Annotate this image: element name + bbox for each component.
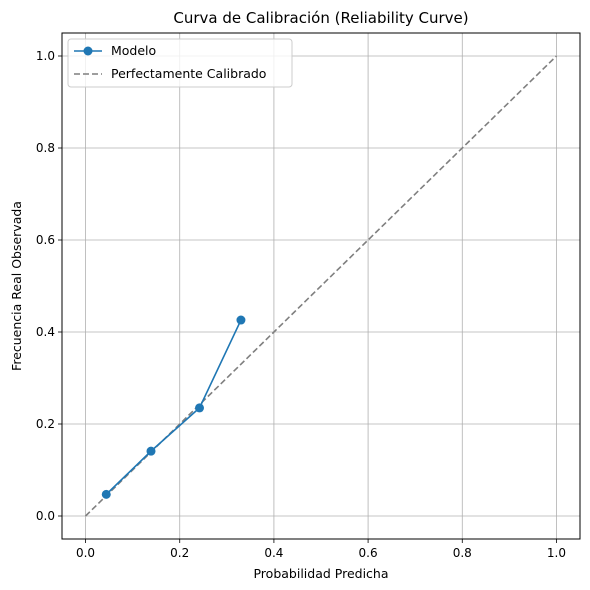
- x-tick-label: 0.0: [76, 546, 95, 560]
- legend: Modelo Perfectamente Calibrado: [67, 38, 293, 88]
- legend-modelo-marker: [83, 46, 93, 56]
- legend-calibrado-label: Perfectamente Calibrado: [111, 66, 266, 81]
- series-point: [236, 315, 246, 325]
- y-tick-label: 0.2: [36, 417, 55, 431]
- series-point: [195, 403, 205, 413]
- y-tick-label: 0.8: [36, 141, 55, 155]
- y-axis-ticks: 0.0 0.2 0.4 0.6 0.8 1.0: [36, 49, 62, 523]
- plot-frame: [61, 32, 581, 540]
- x-tick-label: 1.0: [547, 546, 566, 560]
- series-point: [146, 446, 156, 456]
- series-point: [101, 489, 111, 499]
- y-axis-label: Frecuencia Real Observada: [9, 201, 24, 371]
- x-axis-ticks: 0.0 0.2 0.4 0.6 0.8 1.0: [76, 539, 566, 560]
- x-tick-label: 0.2: [170, 546, 189, 560]
- legend-box: [67, 38, 293, 88]
- series-line-0: [105, 319, 242, 495]
- x-tick-label: 0.4: [264, 546, 283, 560]
- y-tick-label: 0.0: [36, 509, 55, 523]
- y-tick-label: 1.0: [36, 49, 55, 63]
- y-tick-label: 0.6: [36, 233, 55, 247]
- y-tick-label: 0.4: [36, 325, 55, 339]
- legend-modelo-label: Modelo: [111, 43, 156, 58]
- chart-title: Curva de Calibración (Reliability Curve): [173, 9, 468, 27]
- series-layer: [84, 55, 558, 517]
- x-axis-label: Probabilidad Predicha: [253, 566, 388, 581]
- x-tick-label: 0.6: [359, 546, 378, 560]
- x-tick-label: 0.8: [453, 546, 472, 560]
